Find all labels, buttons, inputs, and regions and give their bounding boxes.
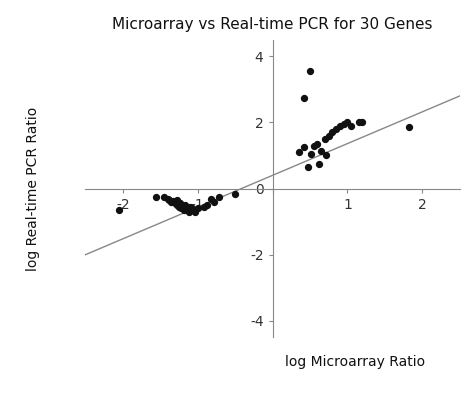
Point [177,205,185,212]
Point [160,194,168,200]
Point [182,205,190,212]
Point [164,195,172,202]
Point [173,202,181,208]
Point [169,198,177,204]
Point [347,123,355,129]
Point [340,121,347,127]
Point [185,208,192,215]
Point [323,152,330,159]
Point [181,207,188,213]
Point [210,198,218,205]
Point [181,202,189,208]
Point [405,124,413,131]
Point [308,150,315,157]
Point [359,119,366,125]
Point [186,204,194,210]
Point [203,202,210,208]
Point [355,119,363,125]
Point [115,207,123,213]
Point [153,194,160,200]
Point [179,204,186,210]
Point [306,68,314,74]
X-axis label: log Microarray Ratio: log Microarray Ratio [285,355,425,369]
Point [207,195,215,202]
Point [315,160,323,167]
Point [175,204,182,210]
Point [332,126,340,132]
Point [336,123,344,129]
Point [177,200,184,206]
Point [300,144,308,150]
Point [191,208,199,215]
Point [173,197,181,203]
Point [190,207,198,213]
Point [194,205,201,212]
Point [231,191,239,197]
Point [188,205,195,212]
Y-axis label: log Real-time PCR Ratio: log Real-time PCR Ratio [27,106,40,271]
Point [184,207,191,213]
Point [314,141,321,147]
Point [300,94,308,101]
Point [200,204,208,210]
Point [165,197,173,203]
Point [305,164,312,170]
Point [328,129,336,135]
Point [168,198,175,205]
Point [344,119,351,125]
Point [215,194,222,200]
Point [295,149,302,155]
Point [321,136,329,142]
Point [318,147,325,154]
Point [172,200,179,206]
Title: Microarray vs Real-time PCR for 30 Genes: Microarray vs Real-time PCR for 30 Genes [112,17,433,32]
Point [310,143,318,149]
Point [325,133,332,139]
